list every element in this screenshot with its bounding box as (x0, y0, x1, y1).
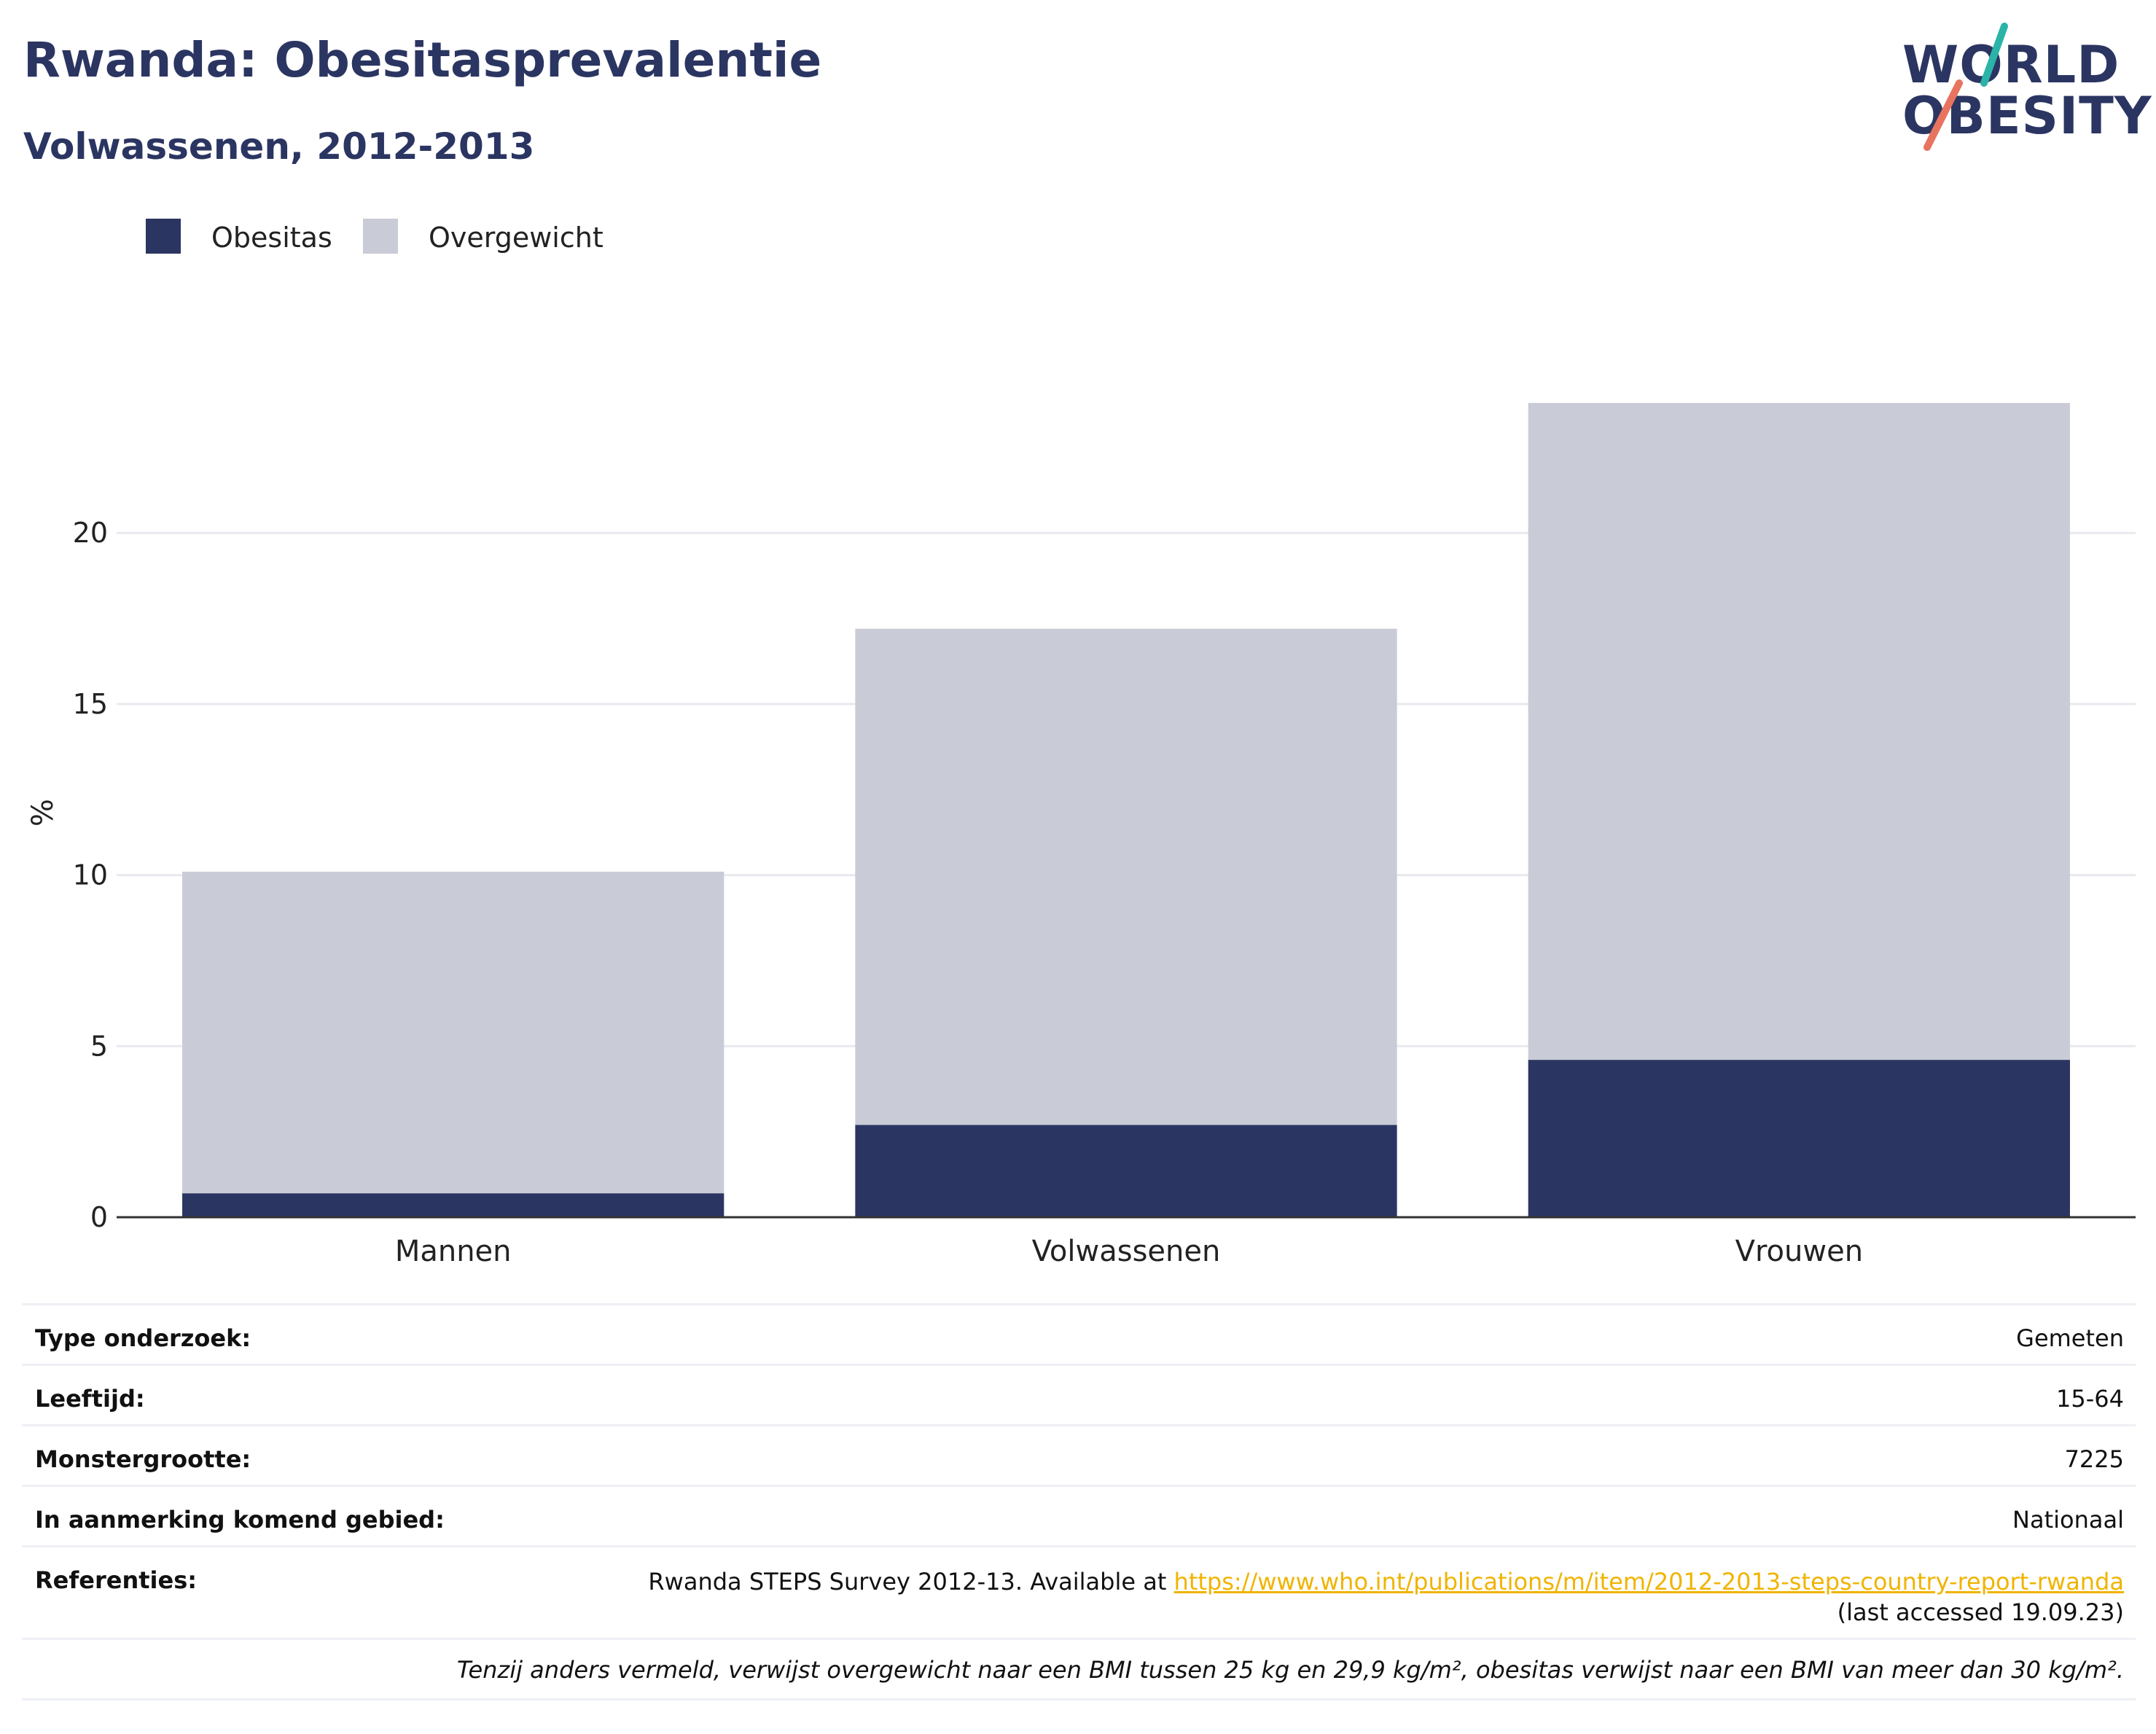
info-value: Gemeten (2016, 1324, 2124, 1352)
info-row-age: Leeftijd: 15-64 (22, 1364, 2136, 1424)
bmi-footnote: Tenzij anders vermeld, verwijst overgewi… (22, 1638, 2136, 1700)
bar-overweight (1528, 402, 2070, 1061)
legend-swatch-overweight (363, 219, 398, 254)
y-tick-label: 0 (90, 1201, 108, 1233)
references-suffix: (last accessed 19.09.23) (1837, 1598, 2124, 1626)
y-tick-label: 20 (73, 517, 108, 549)
info-label: Monstergrootte: (35, 1445, 251, 1473)
legend-swatch-obesity (146, 219, 181, 254)
info-row-survey-type: Type onderzoek: Gemeten (22, 1303, 2136, 1364)
bar-obesity (855, 1125, 1397, 1217)
logo-line-1: WORLD (1902, 35, 2120, 95)
bar-overweight (855, 628, 1397, 1125)
info-label: Leeftijd: (35, 1385, 145, 1413)
y-axis-label: % (26, 799, 60, 827)
y-tick-label: 15 (73, 688, 108, 720)
x-tick-label: Vrouwen (1735, 1235, 1863, 1268)
page-subtitle: Volwassenen, 2012-2013 (23, 125, 535, 168)
page-title: Rwanda: Obesitasprevalentie (23, 32, 822, 88)
bar-obesity (182, 1193, 724, 1217)
y-tick-label: 10 (73, 859, 108, 891)
y-tick-label: 5 (90, 1030, 108, 1062)
survey-info-table: Type onderzoek: Gemeten Leeftijd: 15-64 … (22, 1303, 2136, 1700)
info-label: Type onderzoek: (35, 1324, 251, 1352)
references-text: Rwanda STEPS Survey 2012-13. Available a… (630, 1566, 2124, 1628)
bar-obesity (1528, 1060, 2070, 1217)
legend-label-obesity: Obesitas (211, 222, 332, 254)
x-tick-label: Mannen (395, 1235, 512, 1268)
x-tick-label: Volwassenen (1032, 1235, 1221, 1268)
logo-slash-icon (1923, 23, 2008, 151)
info-label: Referenties: (35, 1566, 198, 1594)
bar-overweight (182, 871, 724, 1194)
stacked-bar-chart: 0 5 10 15 20% Mannen Volwassenen Vrouwen (26, 402, 2136, 1268)
info-value: 15-64 (2056, 1385, 2124, 1413)
info-row-references: Referenties: Rwanda STEPS Survey 2012-13… (22, 1545, 2136, 1638)
references-link[interactable]: https://www.who.int/publications/m/item/… (1173, 1568, 2124, 1596)
info-row-sample-size: Monstergrootte: 7225 (22, 1424, 2136, 1485)
footnote-text: Tenzij anders vermeld, verwijst overgewi… (456, 1656, 2124, 1684)
info-row-area: In aanmerking komend gebied: Nationaal (22, 1485, 2136, 1545)
info-value: Nationaal (2012, 1506, 2124, 1534)
legend-label-overweight: Overgewicht (429, 222, 604, 254)
info-value: 7225 (2064, 1445, 2124, 1473)
info-label: In aanmerking komend gebied: (35, 1506, 445, 1534)
world-obesity-logo: WORLD OBESITY (1902, 22, 2152, 153)
references-prefix: Rwanda STEPS Survey 2012-13. Available a… (648, 1568, 1174, 1596)
